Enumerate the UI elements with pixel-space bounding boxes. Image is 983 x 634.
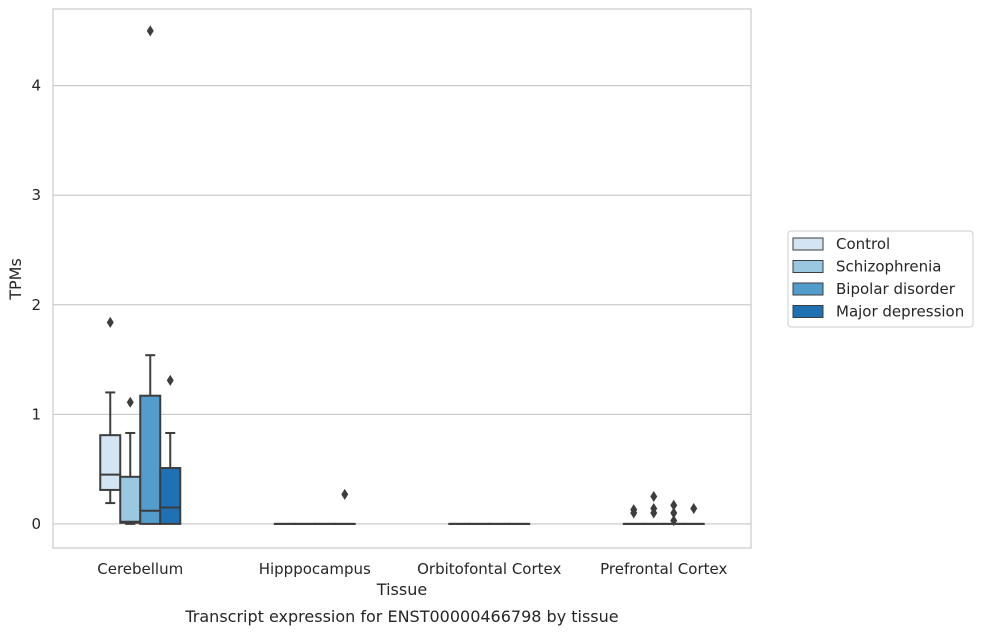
- legend: Control Schizophrenia Bipolar disorder Majo…: [787, 230, 974, 328]
- box-group: [99, 316, 122, 505]
- box-iqr: [159, 467, 182, 525]
- x-axis-label: Tissue: [376, 580, 427, 599]
- y-axis-label: TPMs: [6, 258, 25, 301]
- box-group: [139, 25, 162, 525]
- box-group: [682, 503, 705, 525]
- outlier-point: [341, 488, 349, 500]
- box-group: [662, 499, 685, 527]
- outlier-point: [650, 507, 658, 519]
- y-tick-label: 1: [31, 405, 41, 423]
- legend-label: Bipolar disorder: [836, 280, 956, 298]
- box-iqr: [99, 434, 122, 491]
- box-group: [642, 491, 665, 525]
- box-group: [159, 374, 182, 525]
- outlier-point: [670, 499, 678, 511]
- outlier-point: [106, 316, 114, 328]
- plot-frame: [52, 8, 752, 549]
- box-group: [333, 488, 356, 525]
- legend-label: Schizophrenia: [836, 258, 941, 276]
- x-tick-labels: Cerebellum Hipppocampus Orbitofontal Corte…: [97, 560, 727, 578]
- legend-swatch: [792, 305, 824, 318]
- legend-label: Major depression: [836, 303, 964, 321]
- legend-label: Control: [836, 235, 890, 253]
- x-tick-label: Cerebellum: [97, 560, 183, 578]
- outlier-point: [166, 374, 174, 386]
- outlier-point: [146, 25, 154, 37]
- outlier-point: [670, 507, 678, 519]
- y-tick-label: 0: [31, 515, 41, 533]
- box-iqr: [139, 394, 162, 525]
- legend-swatch: [792, 260, 824, 273]
- y-tick-label: 3: [31, 186, 41, 204]
- legend-swatch: [792, 237, 824, 251]
- box-group: [119, 396, 142, 525]
- outlier-point: [670, 515, 678, 527]
- legend-frame: [787, 230, 974, 328]
- box-iqr: [119, 475, 142, 524]
- y-tick-labels: 0 1 2 3 4: [31, 77, 41, 533]
- y-tick-label: 4: [31, 77, 41, 95]
- x-tick-label: Hipppocampus: [259, 560, 371, 578]
- box-groups: [99, 25, 705, 527]
- chart-caption: Transcript expression for ENST0000046679…: [184, 607, 618, 626]
- outlier-point: [690, 503, 698, 515]
- box-group: [622, 504, 645, 525]
- outlier-point: [650, 491, 658, 503]
- x-tick-label: Orbitofontal Cortex: [417, 560, 561, 578]
- outlier-point: [126, 396, 134, 408]
- legend-swatch: [792, 282, 824, 296]
- outlier-point: [630, 507, 638, 519]
- x-tick-label: Prefrontal Cortex: [600, 560, 727, 578]
- y-tick-label: 2: [31, 296, 41, 314]
